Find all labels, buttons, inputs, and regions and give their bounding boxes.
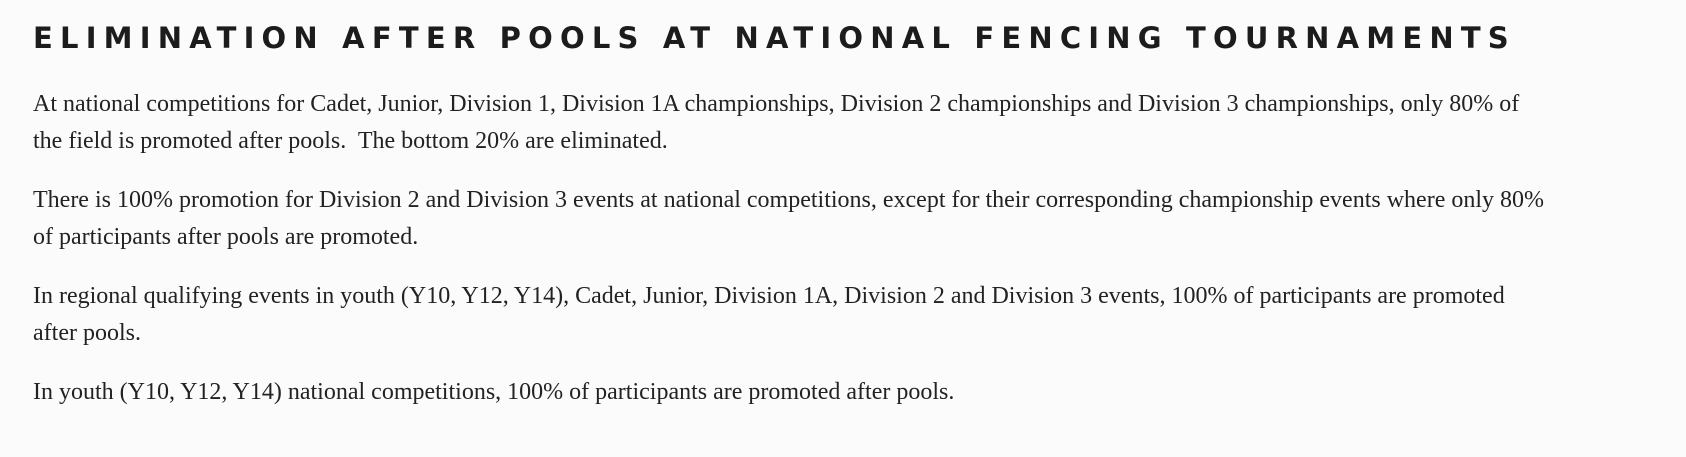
paragraph: In regional qualifying events in youth (… <box>33 283 1511 346</box>
paragraph: There is 100% promotion for Division 2 a… <box>33 187 1551 250</box>
paragraph: In youth (Y10, Y12, Y14) national compet… <box>33 379 955 405</box>
paragraph: At national competitions for Cadet, Juni… <box>33 91 1526 154</box>
page-title: ELIMINATION AFTER POOLS AT NATIONAL FENC… <box>33 21 1516 55</box>
